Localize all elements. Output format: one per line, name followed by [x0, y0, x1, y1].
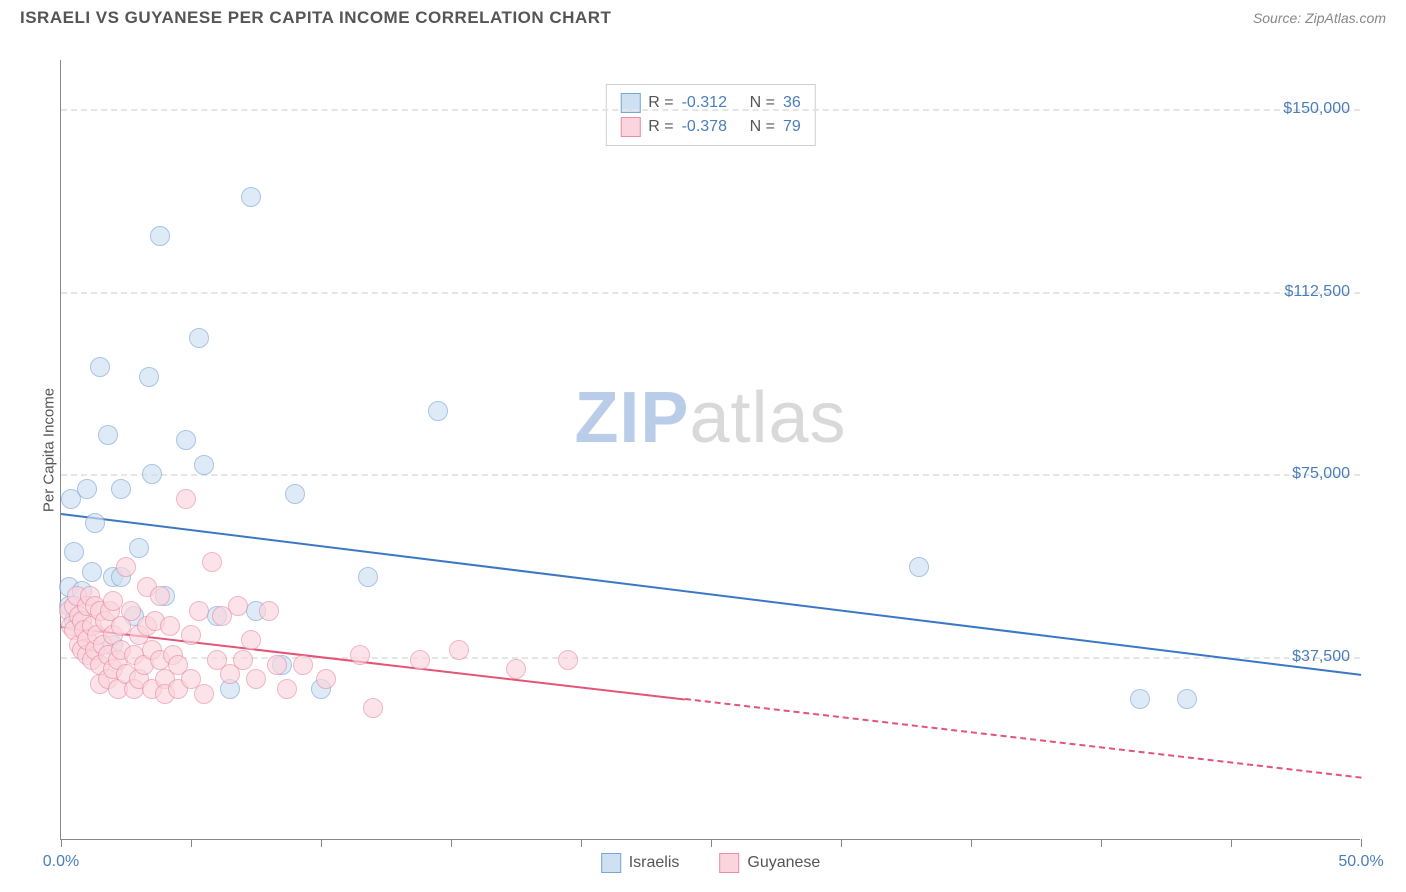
data-point: [233, 650, 253, 670]
data-point: [202, 552, 222, 572]
legend-label: Israelis: [629, 854, 680, 872]
data-point: [1130, 689, 1150, 709]
chart-header: ISRAELI VS GUYANESE PER CAPITA INCOME CO…: [0, 0, 1406, 32]
legend-row: R = -0.378 N = 79: [620, 115, 800, 139]
data-point: [90, 357, 110, 377]
x-tick-label: 0.0%: [43, 853, 79, 871]
data-point: [506, 659, 526, 679]
data-point: [350, 645, 370, 665]
legend-swatch: [719, 853, 739, 873]
data-point: [103, 591, 123, 611]
legend-n-value: 79: [783, 118, 801, 136]
grid-line: [61, 292, 1360, 294]
data-point: [160, 616, 180, 636]
watermark-right: atlas: [689, 378, 846, 458]
data-point: [241, 187, 261, 207]
x-tick: [321, 839, 322, 847]
y-tick-label: $37,500: [1292, 648, 1350, 666]
data-point: [316, 669, 336, 689]
data-point: [363, 698, 383, 718]
x-tick: [1231, 839, 1232, 847]
data-point: [142, 464, 162, 484]
correlation-legend: R =-0.312N =36 R = -0.378 N = 79: [605, 84, 815, 146]
chart-title: ISRAELI VS GUYANESE PER CAPITA INCOME CO…: [20, 8, 611, 28]
x-tick: [61, 839, 62, 847]
grid-line: [61, 109, 1360, 111]
x-tick: [971, 839, 972, 847]
y-tick-label: $150,000: [1283, 100, 1350, 118]
trend-line-projection: [685, 698, 1361, 779]
data-point: [241, 630, 261, 650]
watermark: ZIPatlas: [574, 377, 846, 459]
grid-line: [61, 474, 1360, 476]
x-tick: [841, 839, 842, 847]
y-tick-label: $75,000: [1292, 465, 1350, 483]
data-point: [189, 328, 209, 348]
legend-r-value: -0.378: [682, 118, 742, 136]
watermark-left: ZIP: [574, 378, 689, 458]
legend-item: Israelis: [601, 853, 680, 873]
legend-label: Guyanese: [747, 854, 820, 872]
x-tick: [451, 839, 452, 847]
data-point: [358, 567, 378, 587]
data-point: [246, 669, 266, 689]
data-point: [150, 226, 170, 246]
y-axis-label: Per Capita Income: [41, 387, 58, 511]
grid-line: [61, 657, 1360, 659]
data-point: [111, 479, 131, 499]
x-tick: [581, 839, 582, 847]
data-point: [150, 586, 170, 606]
legend-swatch: [601, 853, 621, 873]
x-tick: [191, 839, 192, 847]
data-point: [129, 538, 149, 558]
data-point: [277, 679, 297, 699]
data-point: [194, 455, 214, 475]
data-point: [285, 484, 305, 504]
data-point: [259, 601, 279, 621]
data-point: [176, 430, 196, 450]
data-point: [909, 557, 929, 577]
data-point: [139, 367, 159, 387]
data-point: [82, 562, 102, 582]
data-point: [189, 601, 209, 621]
chart-container: Per Capita Income ZIPatlas R =-0.312N =3…: [20, 40, 1386, 860]
data-point: [1177, 689, 1197, 709]
data-point: [181, 625, 201, 645]
legend-swatch: [620, 117, 640, 137]
x-tick: [1101, 839, 1102, 847]
legend-n-label: N =: [750, 118, 775, 136]
data-point: [558, 650, 578, 670]
data-point: [77, 479, 97, 499]
data-point: [267, 655, 287, 675]
x-tick: [1361, 839, 1362, 847]
legend-row: R =-0.312N =36: [620, 91, 800, 115]
data-point: [293, 655, 313, 675]
data-point: [228, 596, 248, 616]
x-tick-label: 50.0%: [1338, 853, 1383, 871]
plot-area: Per Capita Income ZIPatlas R =-0.312N =3…: [60, 60, 1360, 840]
data-point: [121, 601, 141, 621]
y-tick-label: $112,500: [1284, 283, 1350, 301]
chart-source: Source: ZipAtlas.com: [1253, 10, 1386, 26]
data-point: [116, 557, 136, 577]
data-point: [410, 650, 430, 670]
series-legend: Israelis Guyanese: [601, 853, 821, 873]
data-point: [428, 401, 448, 421]
data-point: [64, 542, 84, 562]
data-point: [176, 489, 196, 509]
data-point: [194, 684, 214, 704]
legend-r-label: R =: [648, 118, 673, 136]
data-point: [98, 425, 118, 445]
legend-item: Guyanese: [719, 853, 820, 873]
x-tick: [711, 839, 712, 847]
trend-line: [61, 513, 1361, 676]
data-point: [449, 640, 469, 660]
data-point: [85, 513, 105, 533]
